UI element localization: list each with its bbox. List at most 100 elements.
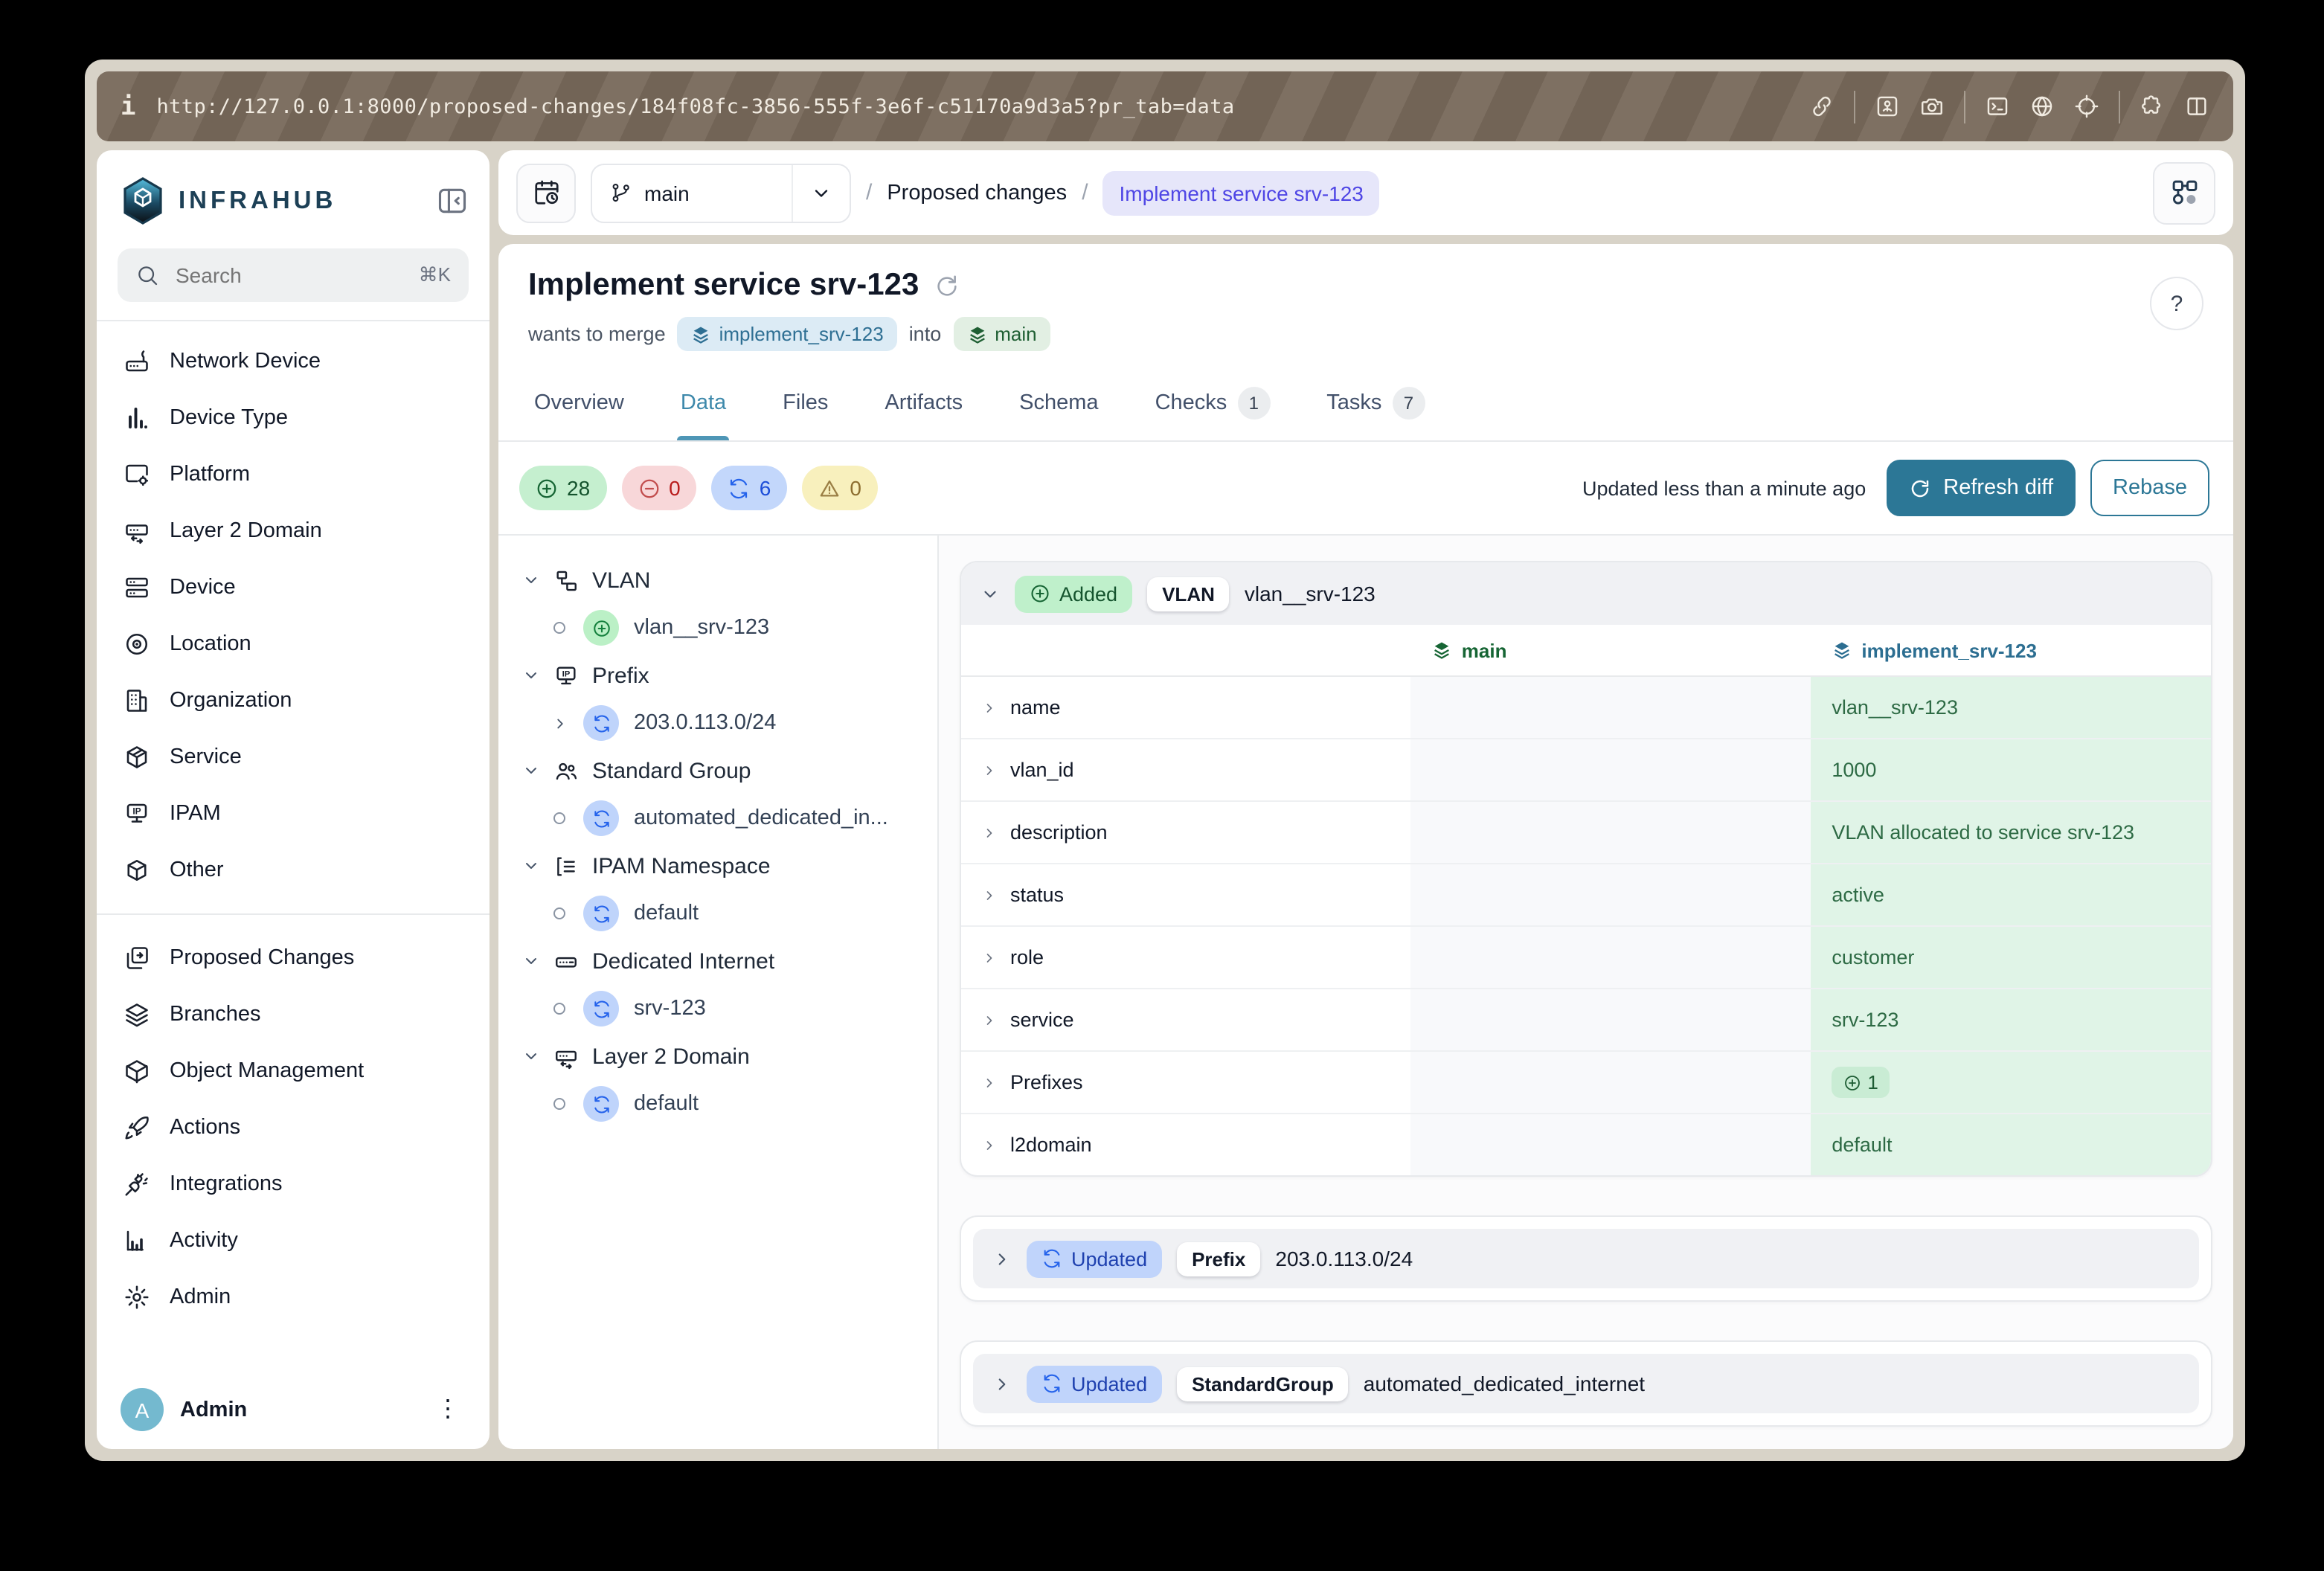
sidebar-item-label: Organization xyxy=(170,689,292,713)
diff-column-headers: main implement_srv-123 xyxy=(961,625,2211,677)
tree-section-prefix[interactable]: IP Prefix xyxy=(510,652,925,699)
scan-eye-icon xyxy=(126,633,148,655)
sidebar-item-branches[interactable]: Branches xyxy=(109,986,478,1043)
diff-row-service[interactable]: service srv-123 xyxy=(961,989,2211,1052)
package-icon xyxy=(126,746,147,768)
tree-section-layer2-domain[interactable]: Layer 2 Domain xyxy=(510,1032,925,1080)
sidebar: INFRAHUB ⌘K Network Device xyxy=(97,150,489,1449)
tab-data[interactable]: Data xyxy=(677,369,729,440)
refresh-icon[interactable] xyxy=(934,273,959,298)
added-change-icon xyxy=(583,610,619,646)
rebase-button[interactable]: Rebase xyxy=(2090,460,2209,516)
sidebar-item-label: Actions xyxy=(170,1116,241,1140)
tree-item-label: srv-123 xyxy=(634,997,706,1021)
diff-row-name[interactable]: name vlan__srv-123 xyxy=(961,677,2211,739)
leaf-marker xyxy=(550,1003,568,1015)
split-view-icon[interactable] xyxy=(2184,94,2209,119)
diff-card-header[interactable]: Updated Prefix 203.0.113.0/24 xyxy=(973,1229,2199,1288)
sidebar-item-organization[interactable]: Organization xyxy=(109,672,478,729)
diff-card-header[interactable]: Added VLAN vlan__srv-123 xyxy=(961,562,2211,625)
refresh-diff-button[interactable]: Refresh diff xyxy=(1887,460,2076,516)
url-text[interactable]: http://127.0.0.1:8000/proposed-changes/1… xyxy=(156,94,1235,118)
tree-item-label: default xyxy=(634,902,699,925)
tab-checks[interactable]: Checks 1 xyxy=(1152,369,1274,440)
terminal-icon[interactable] xyxy=(1985,94,2010,119)
object-type-badge: StandardGroup xyxy=(1177,1366,1349,1401)
nav-secondary: Proposed Changes Branches Object Managem… xyxy=(97,927,489,1329)
source-branch-badge[interactable]: implement_srv-123 xyxy=(677,317,897,351)
sidebar-item-device[interactable]: Device xyxy=(109,559,478,616)
target-branch-badge[interactable]: main xyxy=(953,317,1050,351)
schema-visualizer-button[interactable] xyxy=(2153,161,2215,224)
sidebar-item-label: Admin xyxy=(170,1285,231,1309)
modem-icon xyxy=(556,956,577,967)
collapse-sidebar-icon[interactable] xyxy=(436,184,469,217)
expand-marker[interactable] xyxy=(550,715,568,731)
brand-name: INFRAHUB xyxy=(179,187,337,213)
svg-text:IP: IP xyxy=(132,806,141,816)
tab-artifacts[interactable]: Artifacts xyxy=(885,391,963,415)
tree-item-prefix-203-0-113-0-24[interactable]: 203.0.113.0/24 xyxy=(510,699,925,747)
sidebar-item-device-type[interactable]: Device Type xyxy=(109,390,478,446)
tab-files[interactable]: Files xyxy=(783,391,829,415)
camera-icon[interactable] xyxy=(1919,94,1945,119)
sidebar-item-activity[interactable]: Activity xyxy=(109,1212,478,1269)
sidebar-item-proposed-changes[interactable]: Proposed Changes xyxy=(109,930,478,986)
tree-section-dedicated-internet[interactable]: Dedicated Internet xyxy=(510,937,925,985)
crosshair-icon[interactable] xyxy=(2074,94,2099,119)
user-menu[interactable]: A Admin ⋮ xyxy=(97,1373,489,1434)
tree-section-ipam-namespace[interactable]: IPAM Namespace xyxy=(510,842,925,890)
diff-row-prefixes[interactable]: Prefixes 1 xyxy=(961,1052,2211,1114)
sidebar-item-platform[interactable]: Platform xyxy=(109,446,478,503)
sidebar-item-admin[interactable]: Admin xyxy=(109,1269,478,1326)
time-travel-button[interactable] xyxy=(516,163,576,222)
diff-row-vlan-id[interactable]: vlan_id 1000 xyxy=(961,739,2211,802)
tab-overview[interactable]: Overview xyxy=(534,391,624,415)
search-input[interactable] xyxy=(173,262,405,289)
chevron-down-icon xyxy=(526,863,536,869)
tree-section-standard-group[interactable]: Standard Group xyxy=(510,747,925,794)
tree-item-l2domain-default[interactable]: default xyxy=(510,1080,925,1128)
diff-row-status[interactable]: status active xyxy=(961,864,2211,927)
sidebar-item-location[interactable]: Location xyxy=(109,616,478,672)
browser-window: i http://127.0.0.1:8000/proposed-changes… xyxy=(85,60,2245,1461)
sidebar-item-object-management[interactable]: Object Management xyxy=(109,1043,478,1099)
sidebar-item-network-device[interactable]: Network Device xyxy=(109,333,478,390)
tree-item-automated-dedicated-internet[interactable]: automated_dedicated_in... xyxy=(510,794,925,842)
tab-schema[interactable]: Schema xyxy=(1019,391,1099,415)
sidebar-item-integrations[interactable]: Integrations xyxy=(109,1156,478,1212)
sidebar-item-ipam[interactable]: IP IPAM xyxy=(109,786,478,842)
puzzle-icon[interactable] xyxy=(2140,94,2165,119)
list-icon xyxy=(557,856,575,876)
search-input-wrapper[interactable]: ⌘K xyxy=(118,248,469,302)
diff-row-role[interactable]: role customer xyxy=(961,927,2211,989)
sidebar-item-other[interactable]: Other xyxy=(109,842,478,899)
diff-row-description[interactable]: description VLAN allocated to service sr… xyxy=(961,802,2211,864)
diff-card-header[interactable]: Updated StandardGroup automated_dedicate… xyxy=(973,1354,2199,1413)
tab-tasks[interactable]: Tasks 7 xyxy=(1323,369,1428,440)
tree-item-srv-123[interactable]: srv-123 xyxy=(510,985,925,1032)
ip-icon: IP xyxy=(126,803,147,823)
updated-change-icon xyxy=(583,896,619,931)
sidebar-item-service[interactable]: Service xyxy=(109,729,478,786)
layers-icon xyxy=(1434,642,1450,659)
main-value-cell xyxy=(1410,864,1811,925)
tree-item-vlan-srv-123[interactable]: vlan__srv-123 xyxy=(510,604,925,652)
copy-arrow-icon xyxy=(126,947,148,969)
breadcrumb-proposed-changes[interactable]: Proposed changes xyxy=(887,181,1068,205)
main-value-cell xyxy=(1410,989,1811,1050)
link-icon[interactable] xyxy=(1809,94,1835,119)
diff-row-l2domain[interactable]: l2domain default xyxy=(961,1114,2211,1175)
tree-section-vlan[interactable]: VLAN xyxy=(510,556,925,604)
tree-section-label: Prefix xyxy=(592,663,649,688)
sidebar-item-actions[interactable]: Actions xyxy=(109,1099,478,1156)
branch-selector[interactable]: main xyxy=(591,163,851,222)
kebab-menu-icon[interactable]: ⋮ xyxy=(436,1396,460,1421)
image-icon[interactable] xyxy=(1875,94,1900,119)
breadcrumb-current-page[interactable]: Implement service srv-123 xyxy=(1102,170,1380,215)
tree-item-ipam-namespace-default[interactable]: default xyxy=(510,890,925,937)
page-title: Implement service srv-123 xyxy=(528,268,919,302)
globe-icon[interactable] xyxy=(2029,94,2055,119)
help-button[interactable]: ? xyxy=(2150,277,2203,330)
sidebar-item-layer2-domain[interactable]: Layer 2 Domain xyxy=(109,503,478,559)
